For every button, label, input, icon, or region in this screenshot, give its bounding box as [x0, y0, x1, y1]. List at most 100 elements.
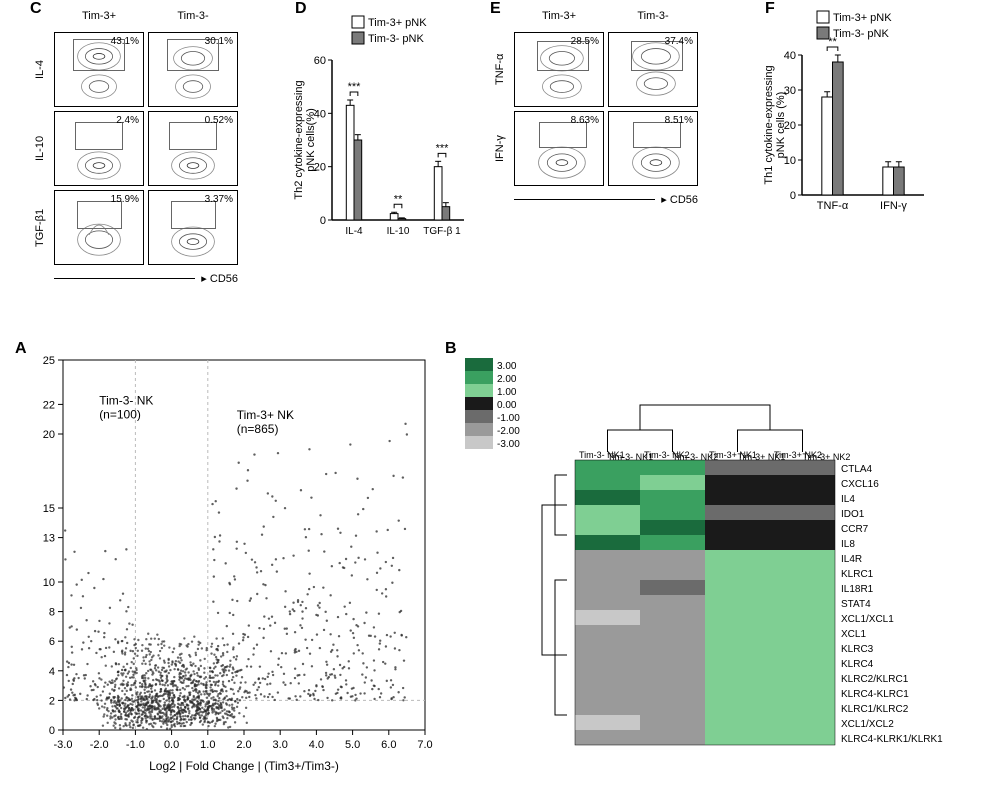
flow-pct: 2.4% — [116, 115, 139, 126]
svg-text:**: ** — [394, 193, 403, 205]
svg-text:2.00: 2.00 — [497, 374, 517, 385]
svg-text:Tim-3- NK1: Tim-3- NK1 — [579, 450, 625, 460]
svg-text:Tim-3- pNK: Tim-3- pNK — [368, 33, 424, 45]
panel-b-heatmap: 3.00 2.00 1.00 0.00 -1.00 -2.00 -3.00 Tim-3- NK… — [445, 340, 995, 780]
row-head-c-il4: IL-4 — [30, 32, 50, 107]
svg-text:60: 60 — [314, 55, 326, 67]
flow-pct: 0.52% — [205, 115, 233, 126]
svg-text:-3.00: -3.00 — [497, 439, 520, 450]
svg-text:IDO1: IDO1 — [841, 509, 865, 520]
svg-text:TGF-β 1: TGF-β 1 — [423, 226, 461, 237]
flow-plot: 15.9% — [54, 190, 144, 265]
svg-text:XCL1/XCL1: XCL1/XCL1 — [841, 614, 894, 625]
flow-pct: 43.1% — [111, 36, 139, 47]
flow-plot: 43.1% — [54, 32, 144, 107]
svg-text:STAT4: STAT4 — [841, 599, 871, 610]
svg-text:0: 0 — [790, 190, 796, 202]
svg-text:***: *** — [348, 81, 362, 93]
flow-plot: 37.4% — [608, 32, 698, 107]
svg-text:-1.00: -1.00 — [497, 413, 520, 424]
flow-pct: 28.5% — [571, 36, 599, 47]
svg-text:KLRC4-KLRC1: KLRC4-KLRC1 — [841, 689, 909, 700]
row-head-c-tgfb: TGF-β1 — [30, 190, 50, 265]
row-head-e-ifng: IFN-γ — [490, 111, 510, 186]
svg-text:-2.00: -2.00 — [497, 426, 520, 437]
svg-text:8: 8 — [49, 607, 55, 619]
svg-text:IFN-γ: IFN-γ — [880, 200, 907, 212]
svg-text:CXCL16: CXCL16 — [841, 479, 879, 490]
flow-plot: 3.37% — [148, 190, 238, 265]
flow-pct: 8.63% — [571, 115, 599, 126]
svg-text:4.0: 4.0 — [309, 739, 324, 751]
svg-text:Tim-3- NK2: Tim-3- NK2 — [644, 450, 690, 460]
panel-d-barchart: Tim-3+ pNKTim-3- pNK0204060***IL-4**IL-1… — [290, 10, 470, 250]
col-head-e1: Tim-3+ — [514, 10, 604, 28]
svg-text:2: 2 — [49, 695, 55, 707]
flow-pct: 3.37% — [205, 194, 233, 205]
svg-text:-1.0: -1.0 — [126, 739, 145, 751]
svg-text:13: 13 — [43, 533, 55, 545]
svg-text:0.00: 0.00 — [497, 400, 517, 411]
flow-plot: 8.51% — [608, 111, 698, 186]
svg-text:Th2 cytokine-expressingpNK cel: Th2 cytokine-expressingpNK cells(%) — [293, 80, 317, 199]
col-head-c1: Tim-3+ — [54, 10, 144, 28]
svg-text:22: 22 — [43, 399, 55, 411]
svg-text:0: 0 — [320, 215, 326, 227]
flow-pct: 15.9% — [111, 194, 139, 205]
svg-text:10: 10 — [43, 577, 55, 589]
svg-text:0: 0 — [49, 725, 55, 737]
svg-text:3.00: 3.00 — [497, 361, 517, 372]
svg-text:(n=865): (n=865) — [237, 422, 279, 436]
svg-text:KLRC3: KLRC3 — [841, 644, 874, 655]
svg-text:IL4: IL4 — [841, 494, 855, 505]
x-axis-e: CD56 — [670, 194, 698, 206]
col-head-c2: Tim-3- — [148, 10, 238, 28]
panel-e: Tim-3+ Tim-3- TNF-α 28.5% 37.4% IFN-γ 8.… — [490, 10, 720, 208]
svg-text:**: ** — [828, 36, 837, 48]
flow-pct: 30.1% — [205, 36, 233, 47]
svg-text:5.0: 5.0 — [345, 739, 360, 751]
svg-text:IL4R: IL4R — [841, 554, 862, 565]
svg-text:CTLA4: CTLA4 — [841, 464, 873, 475]
flow-pct: 37.4% — [665, 36, 693, 47]
panel-c: Tim-3+ Tim-3- IL-4 43.1% 30.1% IL-10 2.4… — [30, 10, 260, 287]
svg-text:(n=100): (n=100) — [99, 407, 141, 421]
svg-text:6.0: 6.0 — [381, 739, 396, 751]
svg-text:3.0: 3.0 — [273, 739, 288, 751]
svg-text:XCL1/XCL2: XCL1/XCL2 — [841, 719, 894, 730]
svg-text:IL18R1: IL18R1 — [841, 584, 874, 595]
flow-pct: 8.51% — [665, 115, 693, 126]
svg-text:0.0: 0.0 — [164, 739, 179, 751]
svg-text:Tim-3+ NK: Tim-3+ NK — [237, 408, 294, 422]
svg-text:Tim-3+ NK2: Tim-3+ NK2 — [774, 450, 822, 460]
svg-text:1.00: 1.00 — [497, 387, 517, 398]
svg-text:Tim-3- pNK: Tim-3- pNK — [833, 28, 889, 40]
flow-plot: 28.5% — [514, 32, 604, 107]
svg-text:20: 20 — [43, 429, 55, 441]
svg-text:KLRC4: KLRC4 — [841, 659, 874, 670]
svg-text:2.0: 2.0 — [236, 739, 251, 751]
svg-text:1.0: 1.0 — [200, 739, 215, 751]
svg-text:IL8: IL8 — [841, 539, 855, 550]
panel-f-barchart: Tim-3+ pNKTim-3- pNK010203040**TNF-αIFN-… — [760, 5, 930, 225]
svg-text:Tim-3+ NK1: Tim-3+ NK1 — [709, 450, 757, 460]
svg-text:KLRC1: KLRC1 — [841, 569, 874, 580]
flow-plot: 30.1% — [148, 32, 238, 107]
svg-text:KLRC4-KLRK1/KLRK1: KLRC4-KLRK1/KLRK1 — [841, 734, 943, 745]
svg-text:KLRC2/KLRC1: KLRC2/KLRC1 — [841, 674, 909, 685]
svg-text:Tim-3- NK: Tim-3- NK — [99, 393, 153, 407]
svg-text:7.0: 7.0 — [417, 739, 432, 751]
svg-text:TNF-α: TNF-α — [817, 200, 849, 212]
svg-text:Log2 | Fold Change | (Tim3+/Ti: Log2 | Fold Change | (Tim3+/Tim3-) — [149, 759, 339, 773]
row-head-c-il10: IL-10 — [30, 111, 50, 186]
panel-a-volcano: -3.0-2.0-1.00.01.02.03.04.05.06.07.00246… — [15, 340, 435, 780]
svg-text:Tim-3+ pNK: Tim-3+ pNK — [833, 12, 892, 24]
flow-plot: 0.52% — [148, 111, 238, 186]
row-head-e-tnfa: TNF-α — [490, 32, 510, 107]
svg-text:25: 25 — [43, 355, 55, 367]
svg-text:IL-10: IL-10 — [387, 226, 410, 237]
flow-plot: 8.63% — [514, 111, 604, 186]
svg-text:-3.0: -3.0 — [54, 739, 73, 751]
flow-plot: 2.4% — [54, 111, 144, 186]
svg-text:4: 4 — [49, 666, 55, 678]
